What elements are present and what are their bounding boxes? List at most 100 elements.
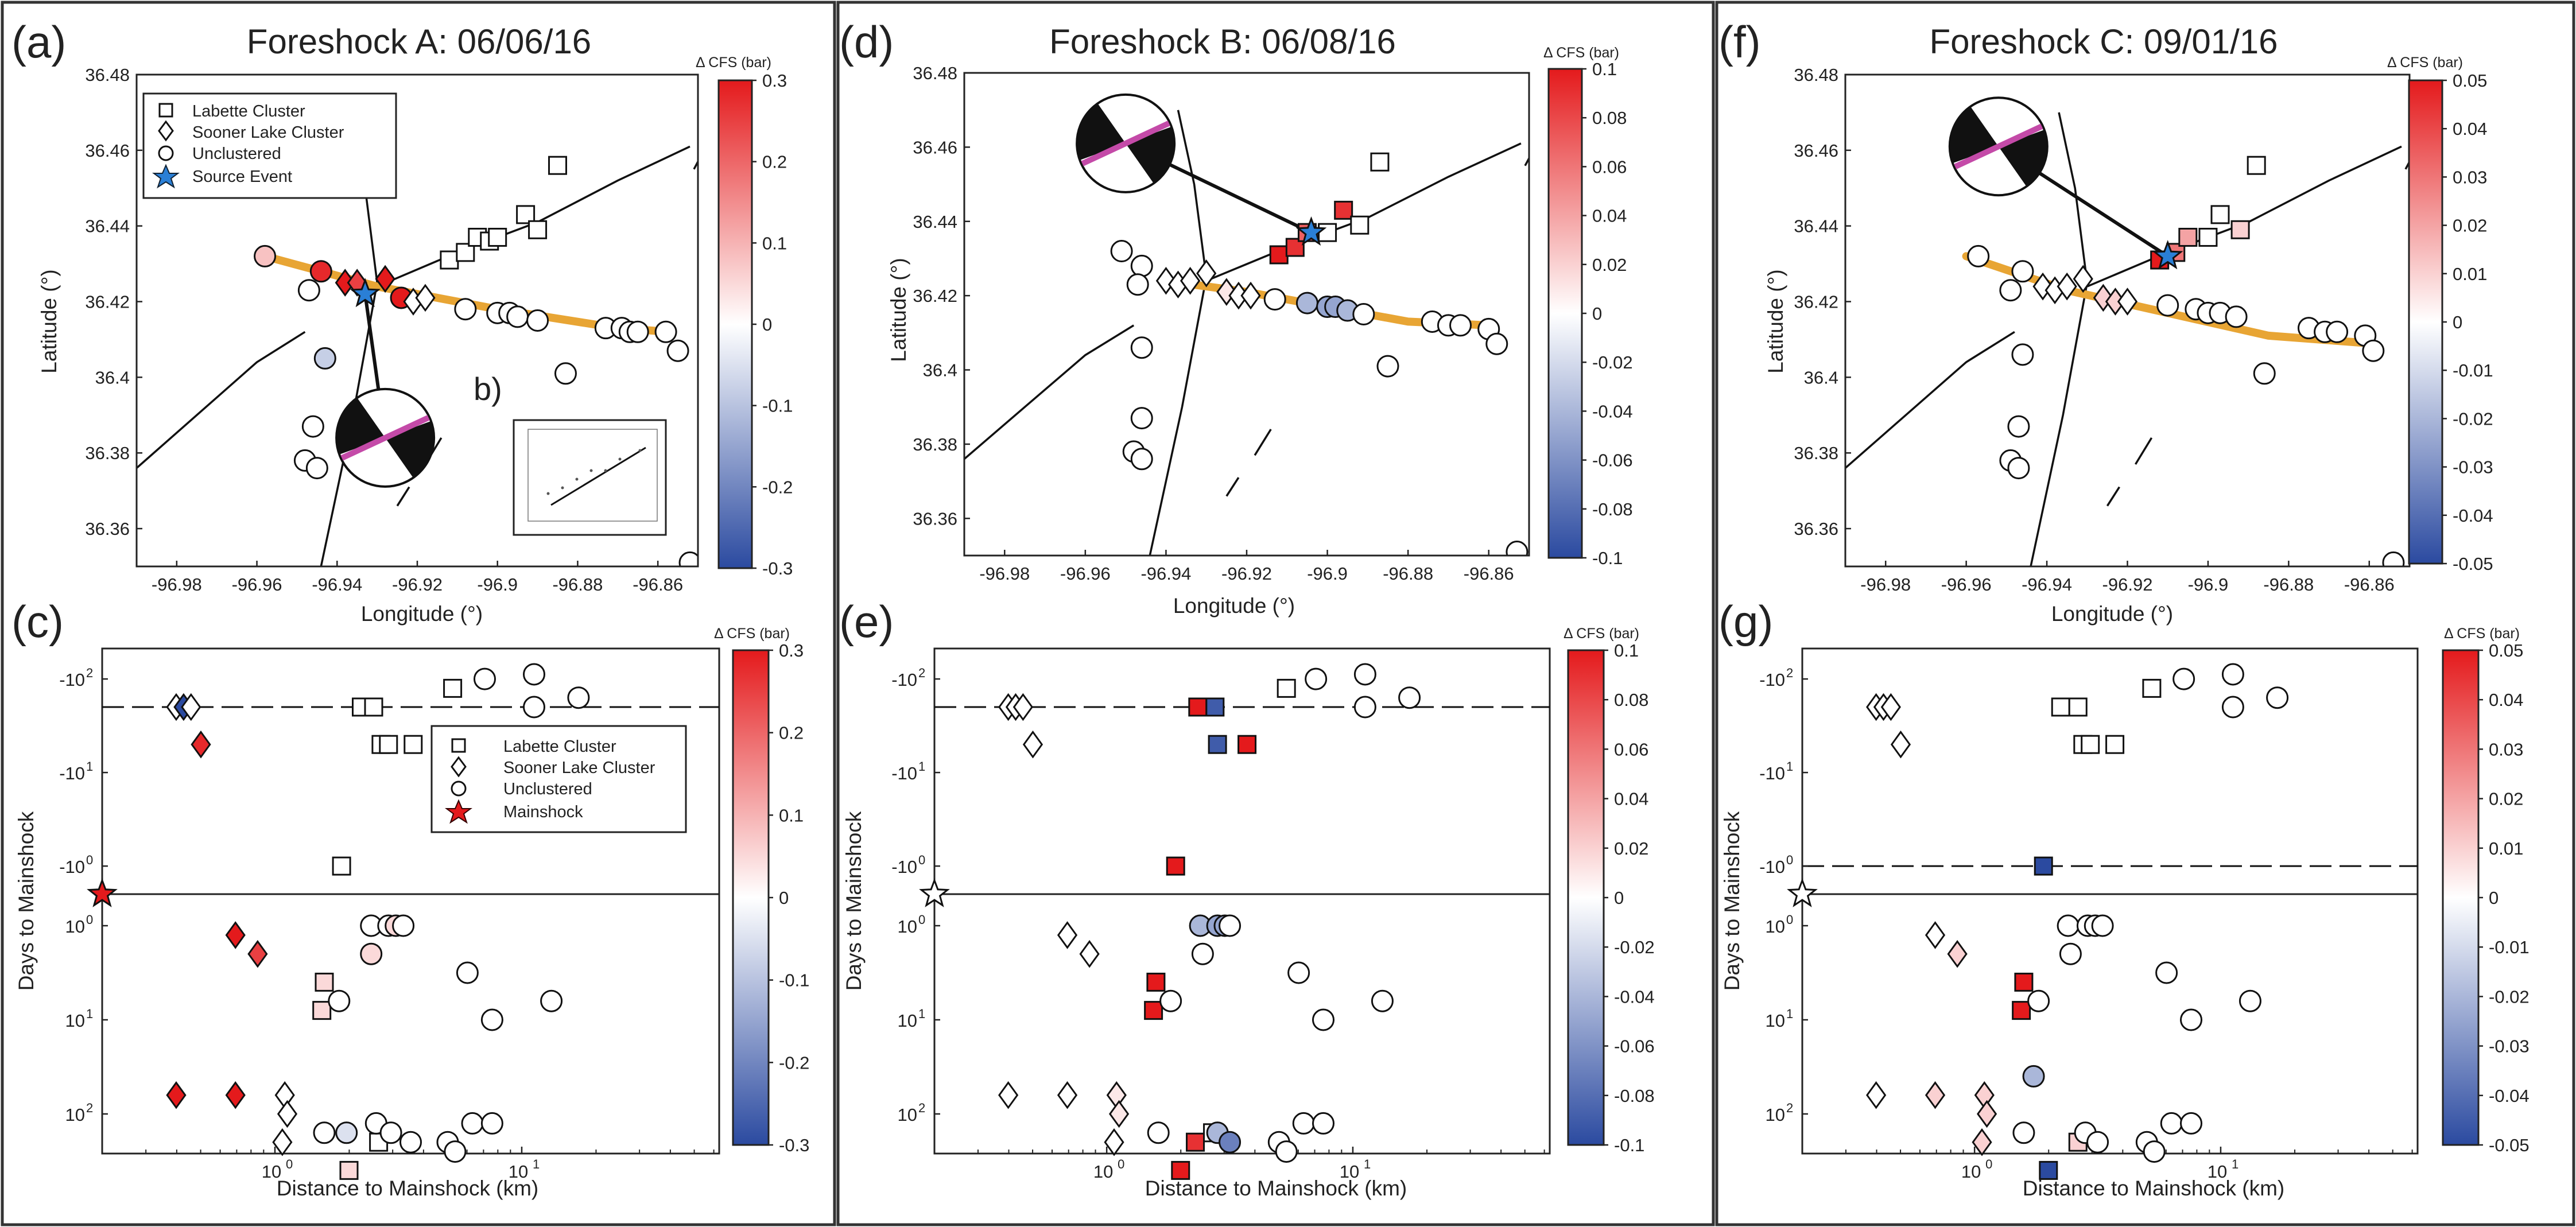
event-marker-circle xyxy=(254,244,277,267)
time-axes-frame xyxy=(1801,647,2419,1155)
y-tick-label: 36.36 xyxy=(1794,519,1838,539)
panel-e: (e) 10 0 10 1-10 2-10 1-10 010 010 110 2 Distance… xyxy=(839,596,1655,1200)
event-marker-circle xyxy=(2007,457,2030,480)
event-marker-circle xyxy=(2266,686,2289,709)
event-marker-square xyxy=(1277,678,1296,698)
event-marker-circle xyxy=(2007,415,2030,438)
map-legend: Labette Cluster Sooner Lake Cluster Uncl… xyxy=(142,92,397,199)
event-marker-diamond xyxy=(1240,281,1261,310)
y-tick-exponent: 0 xyxy=(1786,913,1793,927)
event-marker-diamond xyxy=(1216,278,1237,306)
event-marker-square xyxy=(443,678,463,698)
colorbar-tick-label: -0.02 xyxy=(2489,987,2530,1007)
event-marker-circle xyxy=(523,663,545,686)
legend-square-marker xyxy=(158,103,173,118)
event-marker-circle xyxy=(399,1131,422,1154)
y-tick-label: 36.38 xyxy=(913,434,957,455)
event-marker-circle xyxy=(1398,686,1421,709)
y-tick-exponent: 2 xyxy=(918,1101,925,1115)
colorbar-tick-label: 0.02 xyxy=(1614,838,1648,859)
event-marker-square xyxy=(1205,697,1225,717)
x-tick-label: -96.94 xyxy=(1140,564,1191,584)
event-marker-square xyxy=(315,972,334,992)
event-marker-circle xyxy=(2059,942,2082,965)
legend-label-labette: Labette Cluster xyxy=(192,102,305,121)
column-frame-a xyxy=(1,1,836,1226)
y-tick-exponent: 0 xyxy=(918,913,925,927)
colorbar-tick-label: 0.02 xyxy=(2453,216,2487,236)
y-tick-label: 36.48 xyxy=(85,65,130,85)
column-frame-d xyxy=(836,1,1715,1226)
x-tick-label: -96.9 xyxy=(477,574,518,595)
time-plot-g: 10 0 10 1-10 2-10 1-10 010 010 110 2 xyxy=(1759,647,2419,1182)
event-marker-diamond xyxy=(415,284,436,312)
source-event-star xyxy=(2152,240,2183,270)
x-tick-exponent: 1 xyxy=(2232,1157,2239,1171)
colorbar-g: -0.05 -0.04 -0.03 -0.02 -0.01 0 0.01 0.02 0.03 0.… xyxy=(2442,640,2530,1155)
event-marker-circle xyxy=(567,686,590,709)
event-marker-circle xyxy=(1159,989,1182,1012)
colorbar-tick-label: -0.03 xyxy=(2453,457,2493,477)
legend-label-mainshock: Mainshock xyxy=(503,803,583,821)
event-marker-circle xyxy=(313,347,336,370)
event-marker-circle xyxy=(526,309,549,332)
inset-point xyxy=(638,449,642,452)
legend-circle-marker xyxy=(158,145,174,161)
mainshock-star xyxy=(1787,877,1818,907)
event-marker-diamond xyxy=(998,1081,1019,1109)
event-marker-circle xyxy=(454,298,477,321)
event-marker-diamond xyxy=(1108,1100,1130,1128)
colorbar-tick-label: 0 xyxy=(779,888,789,908)
event-marker-circle xyxy=(1312,1112,1335,1135)
colorbar-tick-label: 0 xyxy=(762,314,772,335)
colorbar-tick-label: -0.02 xyxy=(1614,937,1655,957)
colorbar-tick-label: 0.1 xyxy=(1592,59,1617,79)
colorbar-tick-label: 0.2 xyxy=(779,723,804,743)
event-marker-circle xyxy=(1376,355,1399,378)
x-tick-label: 10 xyxy=(1093,1162,1113,1182)
colorbar-label-e: Δ CFS (bar) xyxy=(1564,626,1639,642)
event-marker-circle xyxy=(2253,362,2276,385)
map-plot-f: -96.98 -96.96 -96.94 -96.92 -96.9 -96.88 -96.8… xyxy=(1794,65,2411,595)
y-tick-label: 36.46 xyxy=(1794,141,1838,161)
event-marker-circle xyxy=(297,279,320,302)
event-marker-circle xyxy=(1292,1112,1315,1135)
colorbar-tick-label: -0.01 xyxy=(2489,937,2530,957)
colorbar-bar xyxy=(1567,649,1605,1146)
y-tick-label: 10 xyxy=(1766,917,1785,937)
x-tick-label: 10 xyxy=(509,1162,528,1182)
map-content xyxy=(137,112,698,566)
y-tick-label: 36.36 xyxy=(85,519,130,539)
y-tick-label: 36.36 xyxy=(913,508,957,529)
event-marker-circle xyxy=(392,914,415,937)
y-tick-label: -10 xyxy=(891,763,917,783)
event-marker-circle xyxy=(2326,320,2349,343)
y-tick-label: 36.48 xyxy=(1794,65,1838,85)
x-tick-label: 10 xyxy=(2208,1162,2227,1182)
y-tick-label: 36.42 xyxy=(1794,292,1838,312)
colorbar-tick-label: 0.05 xyxy=(2489,640,2523,661)
event-marker-square xyxy=(364,697,383,717)
beachball-fault-plane xyxy=(1081,121,1170,166)
legend-label-sooner: Sooner Lake Cluster xyxy=(192,123,344,142)
fault-line xyxy=(137,331,306,469)
x-tick-label: -96.92 xyxy=(2102,574,2153,595)
ylabel-c: Days to Mainshock xyxy=(14,811,38,991)
event-marker-diamond xyxy=(1180,266,1201,295)
fault-line xyxy=(2106,486,2120,507)
y-tick-label: -10 xyxy=(1759,857,1785,877)
event-marker-circle xyxy=(2143,1140,2166,1163)
event-marker-diamond xyxy=(1196,259,1217,288)
y-tick-label: 10 xyxy=(65,1105,85,1125)
x-tick-exponent: 0 xyxy=(1985,1157,1992,1171)
legend-circle-marker xyxy=(451,781,467,797)
colorbar-tick-label: -0.1 xyxy=(1592,548,1623,568)
event-marker-square xyxy=(528,220,548,239)
colorbar-tick-label: -0.06 xyxy=(1614,1036,1655,1057)
fault-line xyxy=(1524,156,1529,166)
colorbar-e: -0.1 -0.08 -0.06 -0.04 -0.02 0 0.02 0.04 0.06 0.0… xyxy=(1567,640,1655,1155)
event-marker-circle xyxy=(2225,305,2248,328)
colorbar-tick-label: 0.1 xyxy=(779,805,804,825)
legend-label-unclustered: Unclustered xyxy=(503,780,592,798)
event-marker-square xyxy=(332,856,351,876)
